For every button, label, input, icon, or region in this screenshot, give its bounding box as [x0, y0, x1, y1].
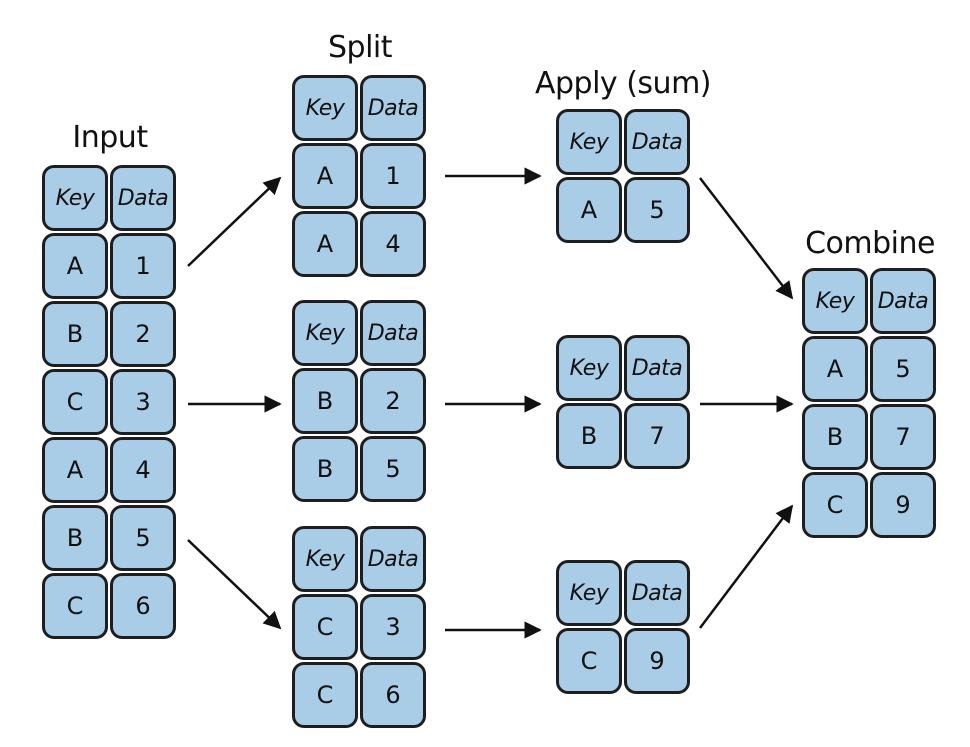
input-table-row-2-key: C [42, 369, 108, 435]
title-split: Split [327, 30, 393, 65]
split-table-0-row-0-data: 1 [360, 143, 426, 209]
split-table-1-header-data: Data [360, 300, 426, 366]
input-table-row-1-data: 2 [110, 301, 176, 367]
input-table-row-3-key: A [42, 437, 108, 503]
input-table-row-5-key: C [42, 573, 108, 639]
apply-table-1-row-data: 7 [624, 403, 690, 469]
arrow-input-to-split-a [187, 176, 282, 267]
apply-table-0-row-data: 5 [624, 177, 690, 243]
apply-table-2-header-key: Key [556, 560, 622, 626]
combine-table-row-2-data: 9 [870, 472, 936, 538]
apply-table-0-header-data: Data [624, 109, 690, 175]
combine-table-row-1-key: B [802, 404, 868, 470]
split-table-0-header-data: Data [360, 75, 426, 141]
split-table-0-header-key: Key [292, 75, 358, 141]
arrow-apply-c-to-combine [699, 504, 794, 629]
combine-table-header-data: Data [870, 268, 936, 334]
combine-table-row-0-key: A [802, 336, 868, 402]
split-table-2-row-1-key: C [292, 662, 358, 728]
input-table-row-1-key: B [42, 301, 108, 367]
title-input: Input [72, 120, 148, 155]
input-table-row-3-data: 4 [110, 437, 176, 503]
arrow-input-to-split-c [187, 539, 282, 630]
apply-table-2-row-key: C [556, 628, 622, 694]
combine-table-row-0-data: 5 [870, 336, 936, 402]
title-combine: Combine [805, 226, 935, 261]
split-table-2-row-0-data: 3 [360, 594, 426, 660]
split-table-2-row-1-data: 6 [360, 662, 426, 728]
split-table-1-row-1-key: B [292, 436, 358, 502]
arrow-apply-a-to-combine [699, 177, 794, 300]
input-table-header-data: Data [110, 165, 176, 231]
apply-table-1-row-key: B [556, 403, 622, 469]
apply-table-0-row-key: A [556, 177, 622, 243]
input-table-row-4-data: 5 [110, 505, 176, 571]
split-table-1-row-0-data: 2 [360, 368, 426, 434]
combine-table-header-key: Key [802, 268, 868, 334]
split-table-1-row-1-data: 5 [360, 436, 426, 502]
input-table-row-0-data: 1 [110, 233, 176, 299]
combine-table-row-1-data: 7 [870, 404, 936, 470]
split-table-0-row-0-key: A [292, 143, 358, 209]
apply-table-1-header-data: Data [624, 335, 690, 401]
split-table-0-row-1-data: 4 [360, 211, 426, 277]
split-table-1-header-key: Key [292, 300, 358, 366]
apply-table-2-header-data: Data [624, 560, 690, 626]
apply-table-0-header-key: Key [556, 109, 622, 175]
split-table-0-row-1-key: A [292, 211, 358, 277]
input-table-row-5-data: 6 [110, 573, 176, 639]
split-table-2-row-0-key: C [292, 594, 358, 660]
split-table-2-header-data: Data [360, 526, 426, 592]
apply-table-2-row-data: 9 [624, 628, 690, 694]
apply-table-1-header-key: Key [556, 335, 622, 401]
input-table-row-2-data: 3 [110, 369, 176, 435]
input-table-row-4-key: B [42, 505, 108, 571]
split-table-2-header-key: Key [292, 526, 358, 592]
title-apply: Apply (sum) [534, 66, 712, 101]
split-table-1-row-0-key: B [292, 368, 358, 434]
combine-table-row-2-key: C [802, 472, 868, 538]
input-table-header-key: Key [42, 165, 108, 231]
input-table-row-0-key: A [42, 233, 108, 299]
